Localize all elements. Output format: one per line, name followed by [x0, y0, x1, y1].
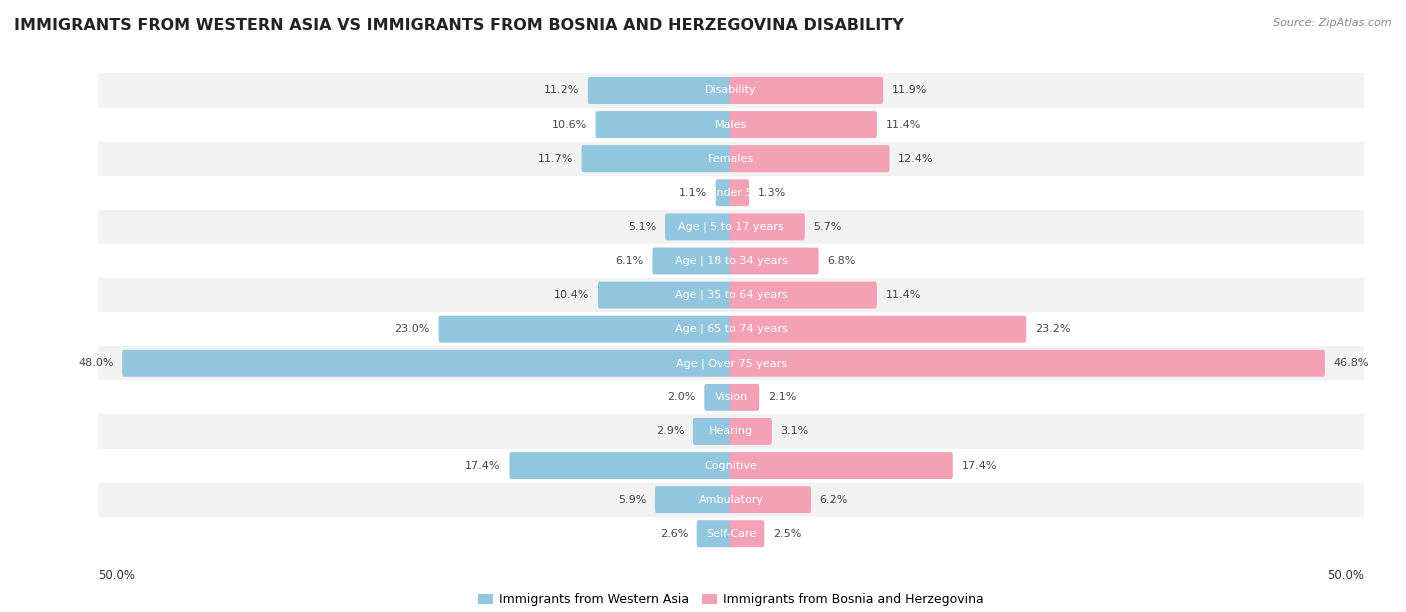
Text: 17.4%: 17.4%: [465, 461, 501, 471]
Text: 11.7%: 11.7%: [537, 154, 574, 163]
FancyBboxPatch shape: [730, 418, 772, 445]
Text: 50.0%: 50.0%: [1327, 569, 1364, 582]
Text: Age | Over 75 years: Age | Over 75 years: [676, 358, 786, 368]
Text: 5.9%: 5.9%: [619, 494, 647, 505]
Text: Males: Males: [716, 119, 747, 130]
FancyBboxPatch shape: [730, 520, 765, 547]
Text: 5.7%: 5.7%: [813, 222, 842, 232]
Bar: [98, 108, 1364, 141]
Text: 11.4%: 11.4%: [886, 290, 921, 300]
Text: 6.2%: 6.2%: [820, 494, 848, 505]
Text: Self-Care: Self-Care: [706, 529, 756, 539]
Text: 50.0%: 50.0%: [98, 569, 135, 582]
FancyBboxPatch shape: [665, 214, 733, 241]
Text: 2.5%: 2.5%: [773, 529, 801, 539]
Text: 5.1%: 5.1%: [628, 222, 657, 232]
Text: 17.4%: 17.4%: [962, 461, 997, 471]
FancyBboxPatch shape: [704, 384, 733, 411]
Text: 6.1%: 6.1%: [616, 256, 644, 266]
Text: Age | 65 to 74 years: Age | 65 to 74 years: [675, 324, 787, 334]
Bar: [98, 517, 1364, 551]
Text: IMMIGRANTS FROM WESTERN ASIA VS IMMIGRANTS FROM BOSNIA AND HERZEGOVINA DISABILIT: IMMIGRANTS FROM WESTERN ASIA VS IMMIGRAN…: [14, 18, 904, 34]
Text: 1.3%: 1.3%: [758, 188, 786, 198]
FancyBboxPatch shape: [730, 214, 804, 241]
Bar: [98, 244, 1364, 278]
Text: 6.8%: 6.8%: [827, 256, 856, 266]
Text: 48.0%: 48.0%: [79, 358, 114, 368]
Text: 10.6%: 10.6%: [551, 119, 586, 130]
Text: Cognitive: Cognitive: [704, 461, 758, 471]
FancyBboxPatch shape: [598, 282, 733, 308]
Text: 23.0%: 23.0%: [395, 324, 430, 334]
FancyBboxPatch shape: [730, 179, 749, 206]
Bar: [98, 141, 1364, 176]
Text: Vision: Vision: [714, 392, 748, 402]
Bar: [98, 312, 1364, 346]
FancyBboxPatch shape: [509, 452, 733, 479]
Text: 1.1%: 1.1%: [679, 188, 707, 198]
Bar: [98, 176, 1364, 210]
Text: Disability: Disability: [706, 86, 756, 95]
FancyBboxPatch shape: [439, 316, 733, 343]
FancyBboxPatch shape: [655, 486, 733, 513]
Text: Ambulatory: Ambulatory: [699, 494, 763, 505]
Text: 2.9%: 2.9%: [655, 427, 685, 436]
FancyBboxPatch shape: [588, 77, 733, 104]
FancyBboxPatch shape: [730, 350, 1324, 377]
FancyBboxPatch shape: [730, 247, 818, 274]
Bar: [98, 414, 1364, 449]
FancyBboxPatch shape: [122, 350, 733, 377]
Text: Age | 35 to 64 years: Age | 35 to 64 years: [675, 290, 787, 300]
Text: Source: ZipAtlas.com: Source: ZipAtlas.com: [1274, 18, 1392, 28]
FancyBboxPatch shape: [730, 384, 759, 411]
Text: 12.4%: 12.4%: [898, 154, 934, 163]
FancyBboxPatch shape: [730, 452, 953, 479]
FancyBboxPatch shape: [693, 418, 733, 445]
Text: 3.1%: 3.1%: [780, 427, 808, 436]
Bar: [98, 483, 1364, 517]
Bar: [98, 449, 1364, 483]
FancyBboxPatch shape: [582, 145, 733, 172]
Text: 11.4%: 11.4%: [886, 119, 921, 130]
Text: 2.1%: 2.1%: [768, 392, 796, 402]
FancyBboxPatch shape: [730, 486, 811, 513]
Legend: Immigrants from Western Asia, Immigrants from Bosnia and Herzegovina: Immigrants from Western Asia, Immigrants…: [474, 588, 988, 611]
Text: 11.9%: 11.9%: [891, 86, 927, 95]
Bar: [98, 278, 1364, 312]
FancyBboxPatch shape: [730, 111, 877, 138]
Text: 23.2%: 23.2%: [1035, 324, 1070, 334]
Bar: [98, 380, 1364, 414]
FancyBboxPatch shape: [730, 77, 883, 104]
Text: Females: Females: [709, 154, 754, 163]
Text: Age | Under 5 years: Age | Under 5 years: [676, 187, 786, 198]
Text: Age | 18 to 34 years: Age | 18 to 34 years: [675, 256, 787, 266]
FancyBboxPatch shape: [652, 247, 733, 274]
Text: 11.2%: 11.2%: [544, 86, 579, 95]
FancyBboxPatch shape: [697, 520, 733, 547]
FancyBboxPatch shape: [716, 179, 733, 206]
Text: 2.6%: 2.6%: [659, 529, 688, 539]
FancyBboxPatch shape: [596, 111, 733, 138]
Text: Age | 5 to 17 years: Age | 5 to 17 years: [678, 222, 785, 232]
FancyBboxPatch shape: [730, 282, 877, 308]
Text: Hearing: Hearing: [709, 427, 754, 436]
Text: 2.0%: 2.0%: [668, 392, 696, 402]
Bar: [98, 210, 1364, 244]
FancyBboxPatch shape: [730, 316, 1026, 343]
FancyBboxPatch shape: [730, 145, 890, 172]
Text: 10.4%: 10.4%: [554, 290, 589, 300]
Bar: [98, 346, 1364, 380]
Text: 46.8%: 46.8%: [1333, 358, 1369, 368]
Bar: [98, 73, 1364, 108]
